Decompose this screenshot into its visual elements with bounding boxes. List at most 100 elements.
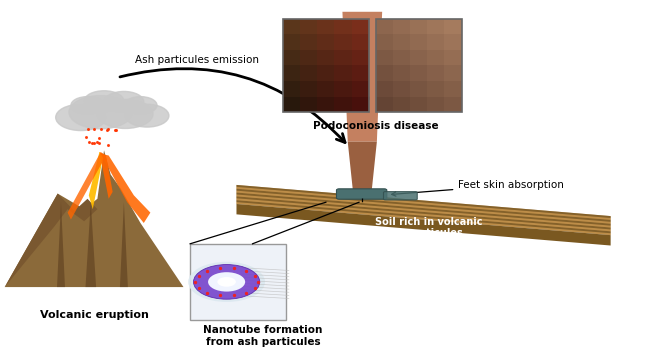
- Bar: [352, 97, 369, 112]
- Bar: [283, 65, 300, 81]
- Bar: [427, 81, 444, 97]
- Bar: [444, 50, 462, 65]
- Circle shape: [208, 272, 245, 292]
- Polygon shape: [237, 204, 610, 246]
- Bar: [410, 65, 427, 81]
- Polygon shape: [100, 154, 150, 223]
- Bar: [444, 97, 462, 112]
- Bar: [352, 19, 369, 34]
- Bar: [317, 19, 334, 34]
- Bar: [283, 19, 369, 112]
- Bar: [352, 81, 369, 97]
- Polygon shape: [237, 202, 610, 235]
- Bar: [444, 65, 462, 81]
- Polygon shape: [5, 193, 97, 287]
- Bar: [334, 81, 352, 97]
- Text: Nanotube formation
from ash particules: Nanotube formation from ash particules: [203, 325, 323, 347]
- Bar: [317, 65, 334, 81]
- Polygon shape: [237, 185, 610, 218]
- Bar: [427, 19, 444, 34]
- Polygon shape: [237, 195, 610, 228]
- Bar: [393, 97, 410, 112]
- Bar: [393, 81, 410, 97]
- Bar: [300, 34, 317, 50]
- Bar: [376, 97, 393, 112]
- Polygon shape: [99, 152, 112, 199]
- Polygon shape: [120, 202, 128, 287]
- Bar: [283, 19, 300, 34]
- Bar: [376, 34, 393, 50]
- Polygon shape: [68, 152, 106, 220]
- Polygon shape: [237, 198, 610, 231]
- Polygon shape: [5, 150, 184, 287]
- Bar: [300, 50, 317, 65]
- Polygon shape: [237, 191, 610, 224]
- Bar: [376, 81, 393, 97]
- Bar: [427, 34, 444, 50]
- Bar: [283, 97, 300, 112]
- Circle shape: [97, 100, 153, 128]
- Bar: [283, 50, 300, 65]
- Bar: [427, 65, 444, 81]
- Bar: [376, 19, 393, 34]
- Polygon shape: [57, 202, 65, 287]
- Text: Podoconiosis disease: Podoconiosis disease: [313, 121, 438, 131]
- Bar: [334, 97, 352, 112]
- Bar: [300, 65, 317, 81]
- Bar: [317, 81, 334, 97]
- Bar: [444, 81, 462, 97]
- Bar: [410, 81, 427, 97]
- FancyBboxPatch shape: [190, 244, 286, 320]
- Bar: [334, 65, 352, 81]
- Text: Ash particules emission: Ash particules emission: [135, 55, 259, 65]
- FancyBboxPatch shape: [336, 189, 387, 199]
- Circle shape: [125, 104, 169, 127]
- Bar: [334, 50, 352, 65]
- Bar: [410, 50, 427, 65]
- Bar: [317, 34, 334, 50]
- Polygon shape: [348, 142, 377, 192]
- Circle shape: [84, 91, 124, 112]
- Circle shape: [124, 97, 157, 114]
- Bar: [334, 34, 352, 50]
- Bar: [300, 19, 317, 34]
- Circle shape: [194, 264, 260, 299]
- Bar: [427, 50, 444, 65]
- Bar: [410, 97, 427, 112]
- Bar: [444, 34, 462, 50]
- Circle shape: [104, 91, 144, 112]
- Polygon shape: [237, 192, 610, 226]
- Circle shape: [69, 96, 132, 129]
- Polygon shape: [342, 12, 382, 142]
- Bar: [283, 34, 300, 50]
- Bar: [352, 34, 369, 50]
- Bar: [283, 81, 300, 97]
- Polygon shape: [237, 187, 610, 220]
- Bar: [393, 34, 410, 50]
- Bar: [393, 50, 410, 65]
- Bar: [376, 50, 393, 65]
- Bar: [376, 65, 393, 81]
- Bar: [300, 97, 317, 112]
- Bar: [444, 19, 462, 34]
- Bar: [376, 19, 462, 112]
- Circle shape: [188, 262, 265, 302]
- Bar: [334, 19, 352, 34]
- Text: Feet skin absorption: Feet skin absorption: [392, 180, 564, 196]
- Bar: [352, 50, 369, 65]
- Bar: [427, 97, 444, 112]
- Bar: [317, 97, 334, 112]
- Bar: [300, 81, 317, 97]
- Text: Soil rich in volcanic
    particules: Soil rich in volcanic particules: [375, 216, 482, 238]
- Polygon shape: [237, 200, 610, 233]
- Polygon shape: [237, 189, 610, 222]
- Bar: [393, 65, 410, 81]
- Circle shape: [329, 88, 369, 109]
- Polygon shape: [237, 196, 610, 229]
- Polygon shape: [86, 202, 96, 287]
- Circle shape: [217, 277, 236, 287]
- Bar: [317, 50, 334, 65]
- Polygon shape: [237, 185, 610, 235]
- Bar: [393, 19, 410, 34]
- Bar: [410, 19, 427, 34]
